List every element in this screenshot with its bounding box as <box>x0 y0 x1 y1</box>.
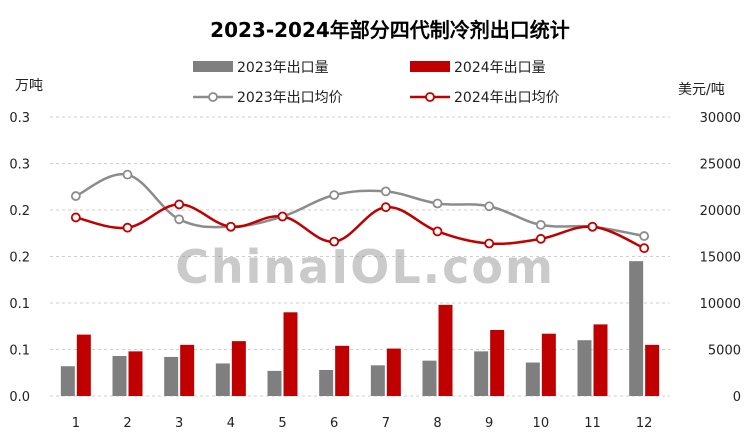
bar-2024 <box>490 329 505 396</box>
bar-2023 <box>112 356 127 396</box>
bar-2023 <box>629 261 644 396</box>
x-axis-ticks: 1 2 3 4 5 6 7 8 9 10 11 12 <box>72 416 653 431</box>
x-tick-label: 7 <box>382 416 390 431</box>
line-point <box>484 201 495 212</box>
bar-2023 <box>319 369 334 396</box>
line-point <box>639 231 650 241</box>
series-line-2023 <box>75 172 645 238</box>
left-axis-ticks: 0.0 0.1 0.1 0.2 0.2 0.3 0.3 <box>9 111 30 405</box>
legend-label: 2024年出口均价 <box>454 90 560 106</box>
legend-label: 2023年出口均价 <box>237 90 343 106</box>
line-point <box>122 222 133 233</box>
bar-2023 <box>370 365 385 396</box>
x-tick-label: 10 <box>533 416 550 431</box>
bar-2023 <box>215 363 230 396</box>
line-point <box>380 202 391 213</box>
lines <box>70 169 650 254</box>
x-tick-label: 3 <box>175 416 183 431</box>
x-tick-label: 4 <box>227 416 235 431</box>
legend-swatch <box>193 61 233 72</box>
line-point <box>329 190 340 201</box>
chart-title: 2023-2024年部分四代制冷剂出口统计 <box>210 18 570 42</box>
bar-2023 <box>525 362 540 396</box>
x-tick-label: 2 <box>123 416 131 431</box>
x-tick-label: 5 <box>278 416 286 431</box>
left-tick-label: 0.2 <box>9 251 30 266</box>
right-tick-label: 10000 <box>700 297 741 312</box>
legend-marker <box>425 92 435 102</box>
line-point <box>380 186 391 197</box>
legend-marker <box>208 92 218 102</box>
bar-2024 <box>180 344 195 396</box>
left-tick-label: 0.3 <box>9 158 30 173</box>
line-point <box>432 198 443 209</box>
right-tick-label: 15000 <box>700 251 741 266</box>
line-point <box>484 238 495 249</box>
right-tick-label: 25000 <box>700 158 741 173</box>
line-point <box>174 199 185 210</box>
legend-swatch <box>410 61 450 72</box>
x-tick-label: 9 <box>485 416 493 431</box>
bar-2024 <box>541 333 556 396</box>
line-point <box>122 169 133 180</box>
legend-label: 2024年出口量 <box>454 60 546 76</box>
x-tick-label: 11 <box>584 416 601 431</box>
right-tick-label: 0 <box>733 390 741 405</box>
line-point <box>639 243 650 254</box>
line-point <box>535 219 546 230</box>
line-point <box>277 211 288 222</box>
line-point <box>70 212 81 223</box>
line-point <box>174 214 185 225</box>
right-axis-ticks: 0 5000 10000 15000 20000 25000 30000 <box>700 111 741 405</box>
x-tick-label: 8 <box>433 416 441 431</box>
line-point <box>432 226 443 237</box>
right-tick-label: 20000 <box>700 204 741 219</box>
left-tick-label: 0.3 <box>9 111 30 126</box>
bar-2024 <box>283 312 298 396</box>
line-point <box>70 191 81 201</box>
right-axis-unit: 美元/吨 <box>678 82 725 98</box>
left-tick-label: 0.1 <box>9 297 30 312</box>
bar-2024 <box>231 341 246 396</box>
left-tick-label: 0.0 <box>9 390 30 405</box>
grid-lines <box>50 116 670 397</box>
bar-2023 <box>267 370 282 396</box>
bar-2024 <box>438 304 453 396</box>
line-point <box>329 236 340 247</box>
bar-2024 <box>645 344 660 396</box>
x-tick-label: 12 <box>636 416 653 431</box>
bar-2024 <box>386 348 401 396</box>
right-tick-label: 5000 <box>708 344 741 359</box>
line-point <box>535 233 546 244</box>
bar-2023 <box>164 356 179 396</box>
bar-2024 <box>335 345 350 396</box>
left-axis-unit: 万吨 <box>15 78 43 94</box>
legend-label: 2023年出口量 <box>237 60 329 76</box>
left-tick-label: 0.1 <box>9 344 30 359</box>
x-tick-label: 1 <box>72 416 80 431</box>
line-point <box>587 221 598 232</box>
bar-2023 <box>60 366 75 396</box>
left-tick-label: 0.2 <box>9 204 30 219</box>
line-point <box>225 221 236 232</box>
legend: 2023年出口量 2024年出口量 2023年出口均价 2024年出口均价 <box>193 60 560 106</box>
bar-2024 <box>128 351 143 396</box>
right-tick-label: 30000 <box>700 111 741 126</box>
x-tick-label: 6 <box>330 416 338 431</box>
bar-2024 <box>593 324 608 396</box>
bar-2023 <box>422 360 437 396</box>
bars <box>60 261 660 396</box>
bar-2024 <box>76 334 91 396</box>
watermark: ChinaIOL.com <box>175 240 555 294</box>
bar-2023 <box>577 340 592 396</box>
bar-2023 <box>474 351 489 396</box>
